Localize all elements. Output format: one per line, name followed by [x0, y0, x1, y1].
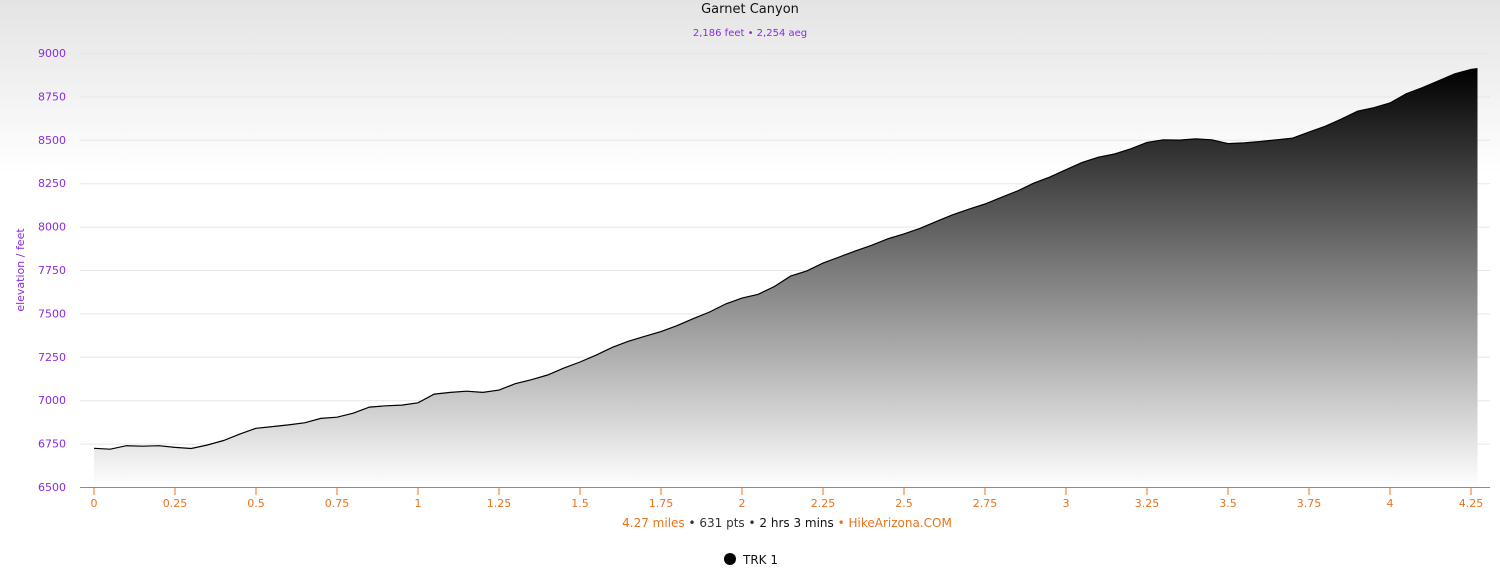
y-tick-label: 7750	[38, 264, 66, 277]
x-tick-label: 3.25	[1135, 497, 1160, 510]
footer-source: HikeArizona.COM	[849, 516, 952, 530]
footer-duration: 2 hrs 3 mins	[759, 516, 833, 530]
x-tick-label: 2.5	[895, 497, 913, 510]
series-line-trk-1	[93, 68, 1478, 450]
y-tick-label: 8500	[38, 134, 66, 147]
x-tick-label: 2.25	[811, 497, 836, 510]
x-tick-label: 0.75	[325, 497, 350, 510]
x-tick-label: 0	[91, 497, 98, 510]
y-tick-label: 6500	[38, 481, 66, 494]
x-tick-label: 1.5	[571, 497, 589, 510]
x-tick-label: 4	[1387, 497, 1394, 510]
y-tick-label: 8750	[38, 90, 66, 103]
x-tick-label: 0.25	[163, 497, 188, 510]
legend-marker-trk-1	[724, 553, 736, 565]
x-tick-labels: 0 0.25 0.5 0.75 1 1.25 1.5 1.75 2 2.25 2.5 2.75 3 3.2…	[91, 487, 1484, 510]
y-tick-label: 8250	[38, 177, 66, 190]
x-tick-label: 3	[1063, 497, 1070, 510]
y-tick-label: 9000	[38, 47, 66, 60]
series-area-trk-1	[94, 68, 1478, 487]
y-axis-label: elevation / feet	[14, 228, 27, 312]
footer-separator: •	[745, 516, 760, 530]
x-tick-label: 3.5	[1219, 497, 1237, 510]
x-tick-label: 2.75	[973, 497, 998, 510]
x-tick-label: 4.25	[1459, 497, 1484, 510]
footer-separator: •	[834, 516, 849, 530]
y-tick-labels: 6500 6750 7000 7250 7500 7750 8000 8250 8500 8750…	[38, 47, 66, 494]
x-tick-label: 3.75	[1297, 497, 1322, 510]
x-tick-label: 1.75	[649, 497, 674, 510]
y-tick-label: 7250	[38, 351, 66, 364]
y-tick-label: 7000	[38, 394, 66, 407]
chart-subtitle: 2,186 feet • 2,254 aeg	[693, 28, 807, 39]
footer-points: 631 pts	[699, 516, 744, 530]
x-tick-label: 2	[739, 497, 746, 510]
y-tick-label: 7500	[38, 307, 66, 320]
y-tick-label: 6750	[38, 438, 66, 451]
x-tick-label: 0.5	[247, 497, 265, 510]
chart-title: Garnet Canyon	[701, 2, 799, 17]
footer-distance: 4.27 miles	[622, 516, 685, 530]
x-tick-label: 1	[415, 497, 422, 510]
chart-footer: 4.27 miles • 631 pts • 2 hrs 3 mins • Hi…	[622, 516, 952, 530]
footer-separator: •	[685, 516, 700, 530]
legend-label-trk-1: TRK 1	[742, 553, 778, 567]
y-tick-label: 8000	[38, 221, 66, 234]
x-tick-label: 1.25	[487, 497, 512, 510]
legend[interactable]: TRK 1	[724, 553, 778, 567]
